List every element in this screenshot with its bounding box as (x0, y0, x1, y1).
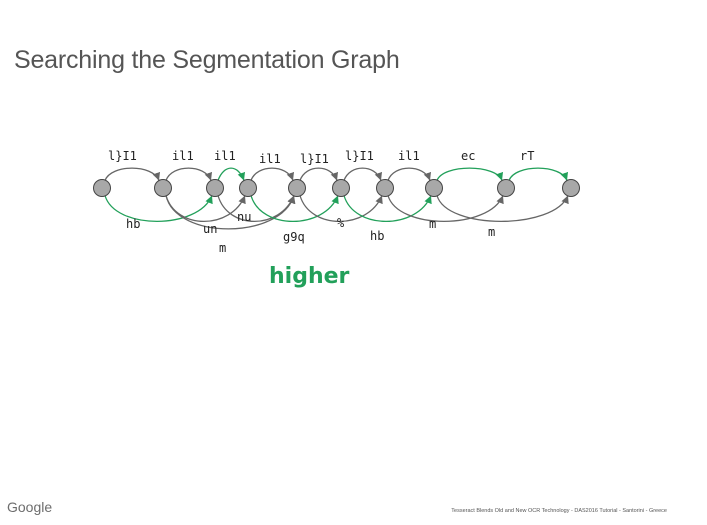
graph-node-4 (288, 179, 306, 197)
edge-2-3 (217, 167, 245, 181)
edge-4-6 (299, 195, 383, 223)
edge-7-9 (436, 195, 569, 223)
edge-7-8 (436, 167, 503, 181)
graph-node-0 (93, 179, 111, 197)
graph-node-8 (497, 179, 515, 197)
nodes-layer (93, 179, 580, 197)
top-label: il1 (398, 149, 420, 163)
top-label: il1 (214, 149, 236, 163)
bottom-label: % (337, 216, 345, 230)
top-label: l}I1 (108, 149, 137, 163)
graph-node-6 (376, 179, 394, 197)
edge-5-6 (343, 167, 382, 181)
edge-5-7 (343, 195, 432, 223)
top-label: rT (520, 149, 534, 163)
edge-0-2 (104, 195, 213, 222)
edge-1-2 (165, 167, 212, 181)
edge-3-5 (250, 195, 339, 223)
edge-0-1 (104, 167, 160, 181)
edges-layer (104, 167, 569, 230)
edge-8-9 (508, 167, 568, 181)
slide-title: Searching the Segmentation Graph (14, 46, 400, 74)
bottom-label: hb (370, 229, 384, 243)
top-label: il1 (172, 149, 194, 163)
edge-2-4 (217, 195, 295, 223)
graph-node-5 (332, 179, 350, 197)
edge-1-3 (165, 195, 246, 223)
graph-node-7 (425, 179, 443, 197)
top-label: ec (461, 149, 475, 163)
graph-node-3 (239, 179, 257, 197)
edge-6-8 (387, 195, 504, 222)
bottom-label: g9q (283, 230, 305, 244)
edge-3-4 (250, 167, 294, 181)
labels-layer: l}I1 il1 il1 il1 l}I1 l}I1 il1 ec rT hb … (108, 149, 534, 289)
top-label: l}I1 (300, 152, 329, 166)
edge-4-5 (299, 167, 338, 181)
bottom-label: un (203, 222, 217, 236)
graph-node-1 (154, 179, 172, 197)
graph-node-9 (562, 179, 580, 197)
google-logo: Google (7, 499, 53, 515)
bottom-label: m (429, 217, 436, 231)
bottom-label: nu (237, 210, 251, 224)
bottom-label: hb (126, 217, 140, 231)
edge-1-4 (165, 195, 296, 230)
top-label: il1 (259, 152, 281, 166)
highlight-text: higher (269, 264, 350, 289)
bottom-label: m (488, 225, 495, 239)
graph-node-2 (206, 179, 224, 197)
bottom-label: m (219, 241, 226, 255)
footer-caption: Tesseract Blends Old and New OCR Technol… (451, 508, 667, 514)
top-label: l}I1 (345, 149, 374, 163)
edge-6-7 (387, 167, 431, 181)
